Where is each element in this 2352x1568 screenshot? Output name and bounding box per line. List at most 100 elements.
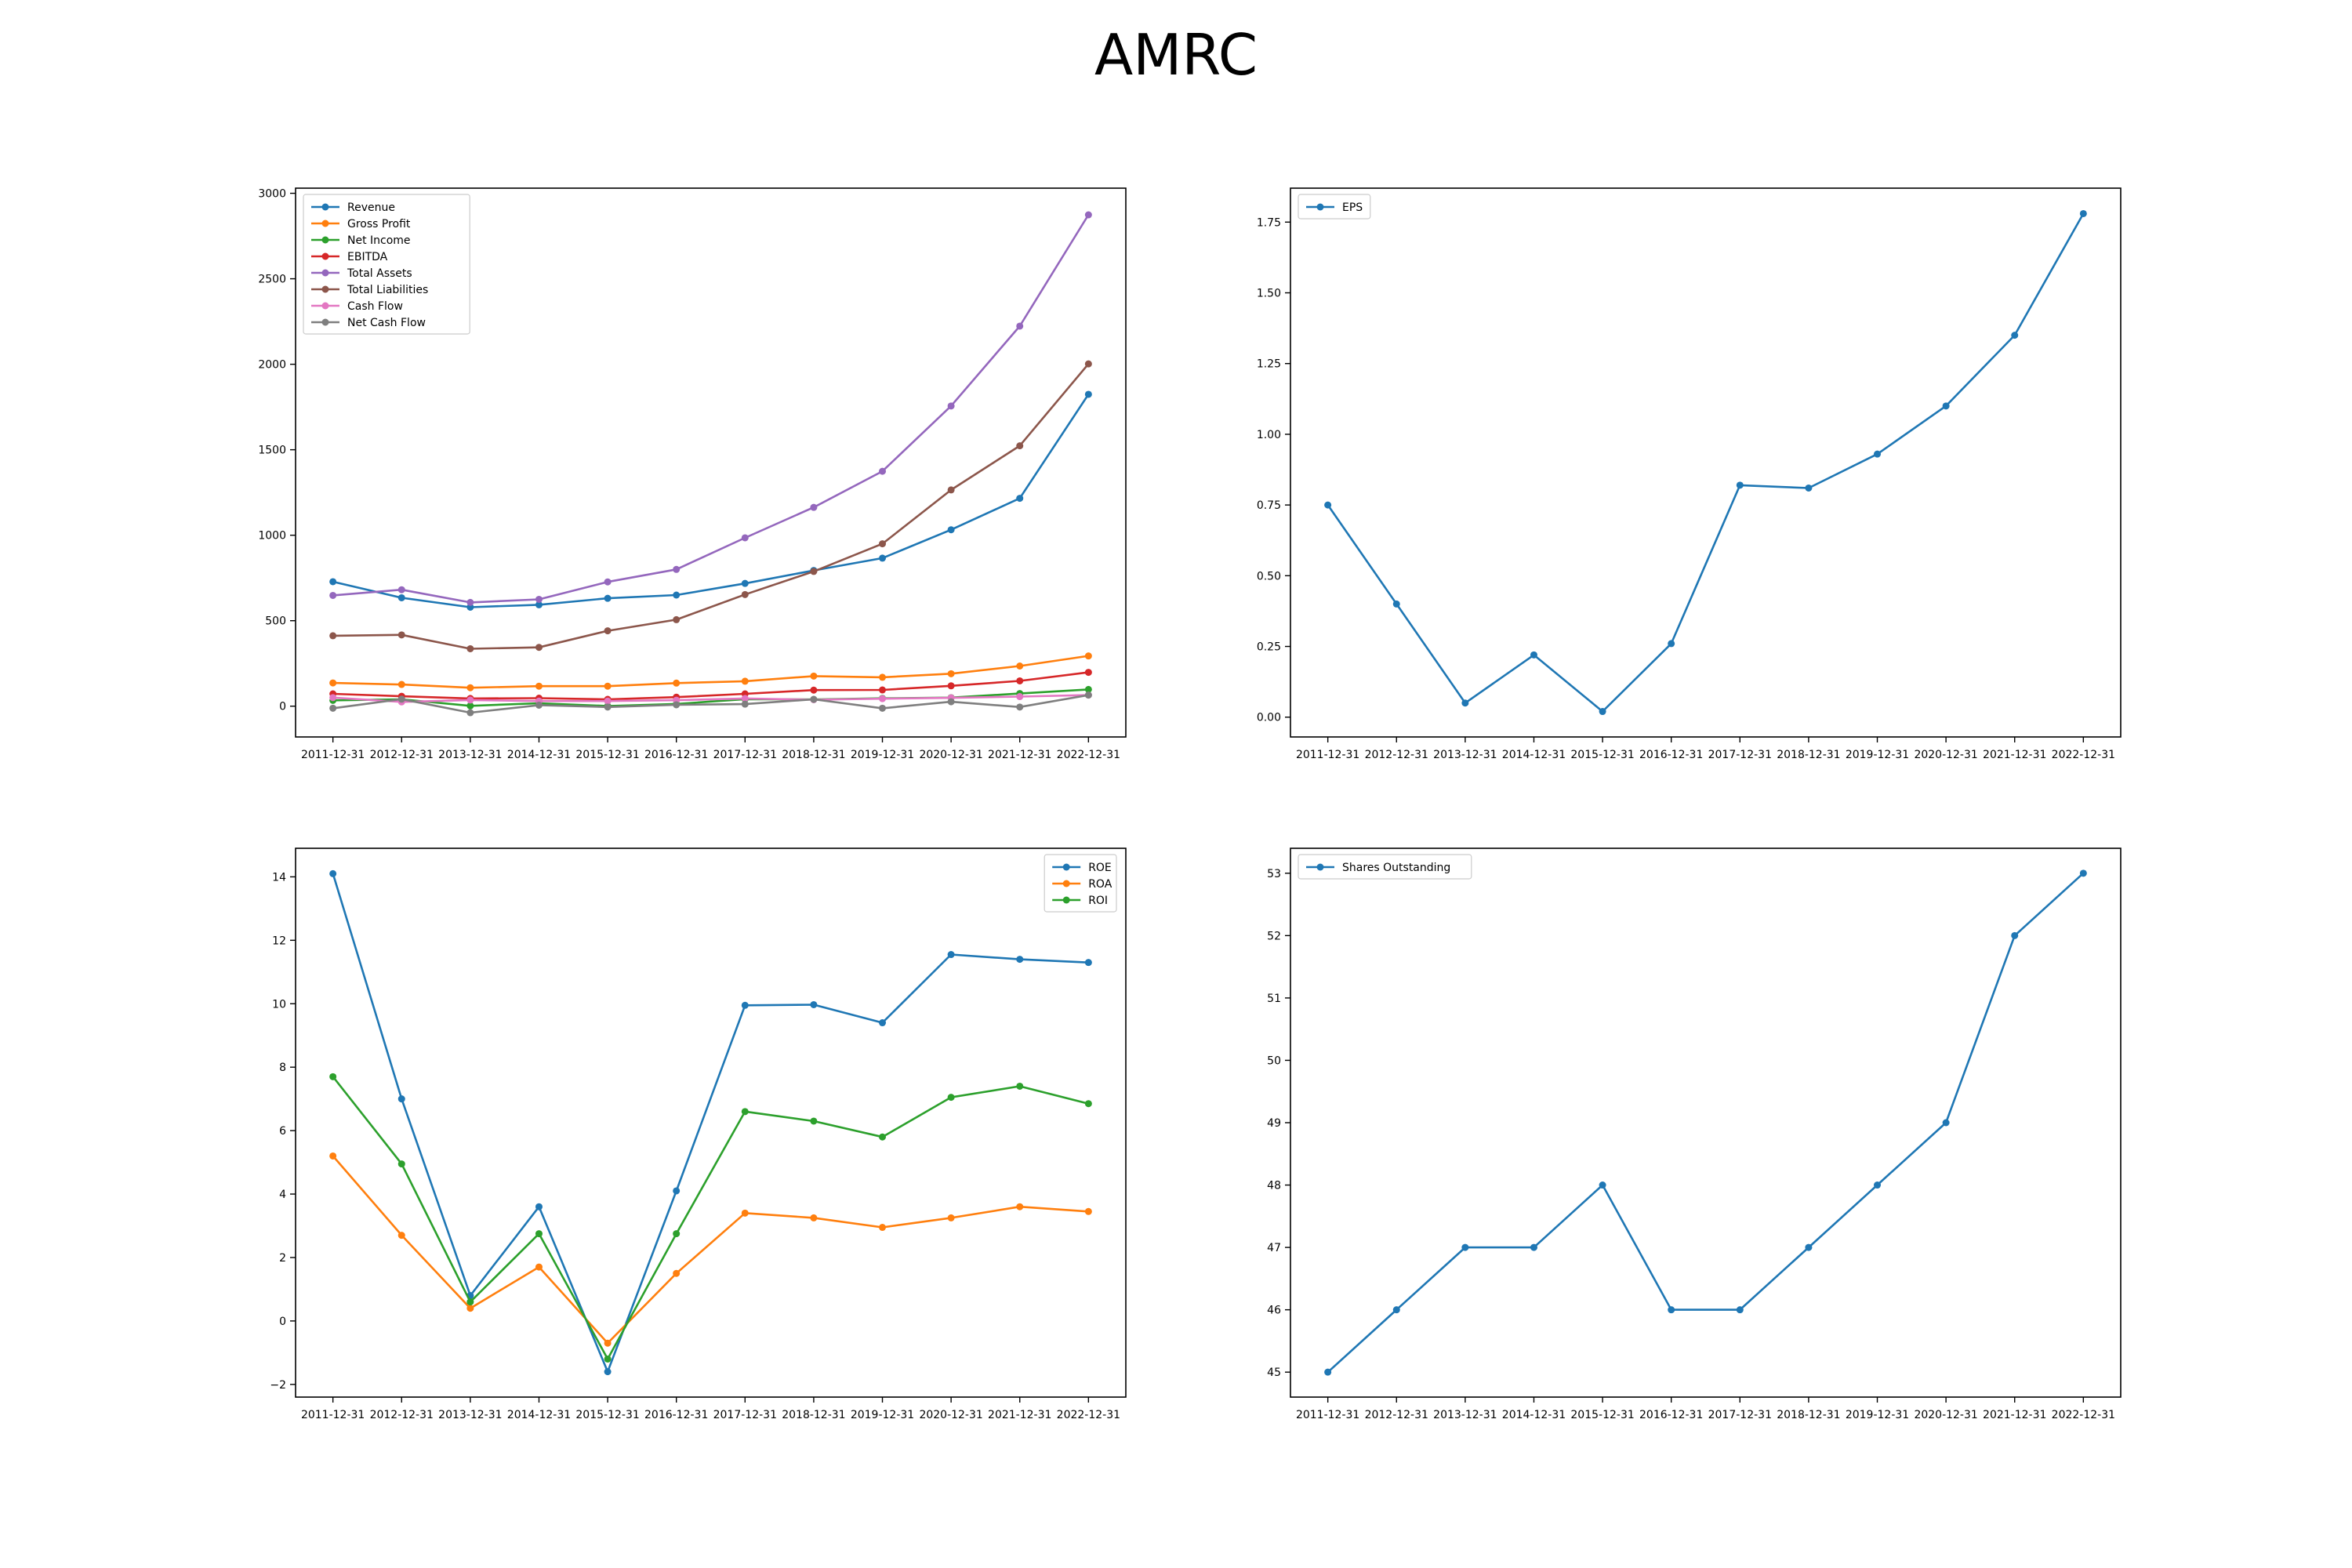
x-tick-label: 2019-12-31 (851, 749, 914, 761)
data-point (2011, 931, 2019, 939)
x-tick-label: 2012-12-31 (370, 1409, 434, 1421)
x-tick-label: 2021-12-31 (1983, 1409, 2046, 1421)
series-eps (1324, 209, 2087, 716)
x-tick-label: 2018-12-31 (782, 749, 845, 761)
y-tick-label: 51 (1267, 993, 1281, 1005)
y-tick-label: 12 (272, 935, 286, 947)
data-point (1668, 1306, 1675, 1314)
data-point (466, 1305, 474, 1312)
data-point (604, 627, 612, 635)
plot-frame (1290, 848, 2122, 1398)
x-tick-label: 2020-12-31 (919, 749, 982, 761)
legend-label: Net Income (347, 234, 411, 247)
legend-label: Cash Flow (347, 300, 403, 313)
data-point (535, 682, 543, 690)
y-tick-label: 1.50 (1257, 288, 1281, 300)
series-total-liabilities (329, 360, 1092, 652)
y-tick-label: 0.75 (1257, 499, 1281, 512)
x-tick-label: 2016-12-31 (1639, 749, 1703, 761)
y-tick-label: 0 (279, 701, 286, 713)
data-point (1874, 450, 1882, 458)
plot-frame (1290, 187, 2122, 738)
data-point (397, 631, 405, 639)
data-point (1084, 1207, 1092, 1215)
data-point (1084, 669, 1092, 677)
data-point (879, 695, 887, 702)
data-point (879, 673, 887, 681)
legend-marker (1316, 203, 1324, 211)
data-point (879, 1224, 887, 1232)
shares-outstanding-chart: 2011-12-31 2012-12-31 2013-12-31 2014-12-31… (1267, 848, 2122, 1421)
series-line-eps (1327, 212, 2085, 713)
x-tick-label: 2017-12-31 (713, 1409, 777, 1421)
series-shares-outstanding (1324, 869, 2087, 1376)
x-tick-label: 2011-12-31 (301, 1409, 365, 1421)
y-tick-label: 500 (265, 615, 286, 628)
y-tick-label: 0.25 (1257, 641, 1281, 654)
data-point (1324, 1368, 1332, 1376)
data-point (810, 695, 818, 703)
legend: ROE ROA ROI (1044, 854, 1117, 913)
data-point (329, 1152, 337, 1160)
data-point (810, 1000, 818, 1008)
y-tick-label: 0 (279, 1316, 286, 1328)
data-point (466, 684, 474, 691)
legend-marker (321, 302, 329, 310)
legend-marker (321, 203, 329, 211)
x-tick-label: 2021-12-31 (1983, 749, 2046, 761)
y-tick-label: 8 (279, 1062, 286, 1074)
data-point (1530, 651, 1537, 659)
data-point (947, 670, 955, 677)
data-point (535, 1203, 543, 1210)
series-line-total-liabilities (332, 363, 1090, 650)
data-point (466, 709, 474, 717)
data-point (673, 615, 681, 623)
data-point (1805, 1243, 1813, 1251)
data-point (947, 1214, 955, 1221)
data-point (947, 682, 955, 690)
data-point (397, 1095, 405, 1103)
y-tick-label: 6 (279, 1125, 286, 1138)
x-tick-label: 2012-12-31 (1365, 749, 1428, 761)
data-point (1084, 211, 1092, 219)
eps-chart: 2011-12-31 2012-12-31 2013-12-31 2014-12-31… (1257, 187, 2122, 761)
series-line-roi (332, 1076, 1089, 1360)
series-line-roa (332, 1155, 1089, 1345)
data-point (879, 1133, 887, 1141)
legend-box (303, 194, 470, 335)
series-line-revenue (332, 394, 1090, 608)
data-point (535, 601, 543, 608)
data-point (1324, 501, 1332, 509)
data-point (741, 579, 749, 587)
data-point (1461, 699, 1469, 707)
data-point (397, 586, 405, 593)
x-tick-label: 2018-12-31 (1777, 1409, 1840, 1421)
data-point (673, 1269, 681, 1277)
data-point (1461, 1243, 1469, 1251)
data-point (535, 644, 543, 652)
y-tick-label: 53 (1267, 868, 1281, 880)
legend-marker (321, 269, 329, 277)
data-point (947, 402, 955, 410)
legend-label: Shares Outstanding (1342, 862, 1450, 874)
x-tick-label: 2014-12-31 (1502, 749, 1566, 761)
data-point (879, 540, 887, 548)
y-tick-label: 0.50 (1257, 570, 1281, 583)
legend-label: Total Assets (347, 267, 412, 280)
series-line-net-cash-flow (332, 694, 1089, 714)
data-point (466, 696, 474, 704)
series-revenue (329, 390, 1092, 611)
data-point (535, 1230, 543, 1238)
x-tick-label: 2017-12-31 (1708, 1409, 1772, 1421)
y-tick-label: 48 (1267, 1180, 1281, 1192)
x-tick-label: 2011-12-31 (301, 749, 365, 761)
page-title: AMRC (1094, 22, 1258, 88)
y-tick-label: 4 (279, 1189, 286, 1201)
data-point (1599, 1181, 1606, 1189)
legend: Revenue Gross Profit Net Income EBITDA Total… (303, 194, 470, 335)
data-point (879, 467, 887, 475)
legend: EPS (1298, 194, 1371, 220)
series-gross-profit (329, 652, 1092, 691)
data-point (947, 1094, 955, 1102)
data-point (1805, 484, 1813, 492)
